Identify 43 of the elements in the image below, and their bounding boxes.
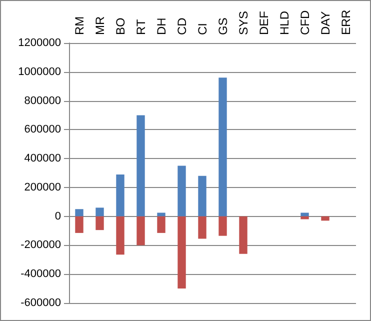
x-tick-label: BO bbox=[113, 18, 128, 35]
x-tick-label: CI bbox=[195, 23, 210, 35]
x-tick-label: DAY bbox=[318, 11, 332, 35]
bar bbox=[218, 78, 227, 216]
bar bbox=[116, 174, 124, 216]
bar bbox=[96, 208, 104, 216]
bar bbox=[96, 216, 104, 230]
x-tick-label: DEF bbox=[256, 11, 271, 35]
x-tick-label: HLD bbox=[277, 10, 292, 35]
x-tick-label: CD bbox=[174, 17, 189, 35]
y-tick-label: -600000 bbox=[20, 297, 61, 309]
y-tick-label: -400000 bbox=[20, 268, 61, 280]
bar bbox=[218, 216, 227, 236]
y-tick-label: 1200000 bbox=[18, 37, 61, 49]
bar bbox=[198, 176, 206, 216]
x-tick-label: ERR bbox=[338, 9, 353, 35]
bar bbox=[178, 216, 186, 289]
y-tick-label: 200000 bbox=[24, 181, 61, 194]
y-tick-label: -200000 bbox=[20, 239, 61, 252]
x-tick-label: MR bbox=[92, 16, 107, 35]
y-tick-label: 800000 bbox=[24, 94, 61, 107]
bar bbox=[157, 216, 166, 233]
bar bbox=[75, 216, 84, 233]
bar bbox=[75, 209, 84, 216]
y-tick-label: 600000 bbox=[24, 124, 61, 136]
x-tick-label: CFD bbox=[298, 10, 312, 35]
bar bbox=[116, 216, 124, 255]
bar bbox=[198, 216, 206, 239]
x-tick-label: SYS bbox=[236, 10, 250, 35]
bar bbox=[300, 212, 309, 216]
bar bbox=[157, 212, 166, 216]
bar bbox=[136, 115, 145, 216]
x-tick-label: RM bbox=[72, 16, 86, 35]
bar bbox=[136, 216, 145, 246]
bar bbox=[321, 216, 330, 221]
y-tick-label: 400000 bbox=[24, 152, 61, 165]
bar bbox=[239, 216, 248, 254]
x-tick-label: DH bbox=[154, 18, 168, 35]
bar bbox=[178, 166, 186, 216]
y-tick-label: 0 bbox=[54, 210, 61, 222]
x-tick-label: RT bbox=[134, 18, 148, 35]
x-tick-label: GS bbox=[216, 18, 230, 35]
y-tick-label: 1000000 bbox=[18, 66, 61, 78]
